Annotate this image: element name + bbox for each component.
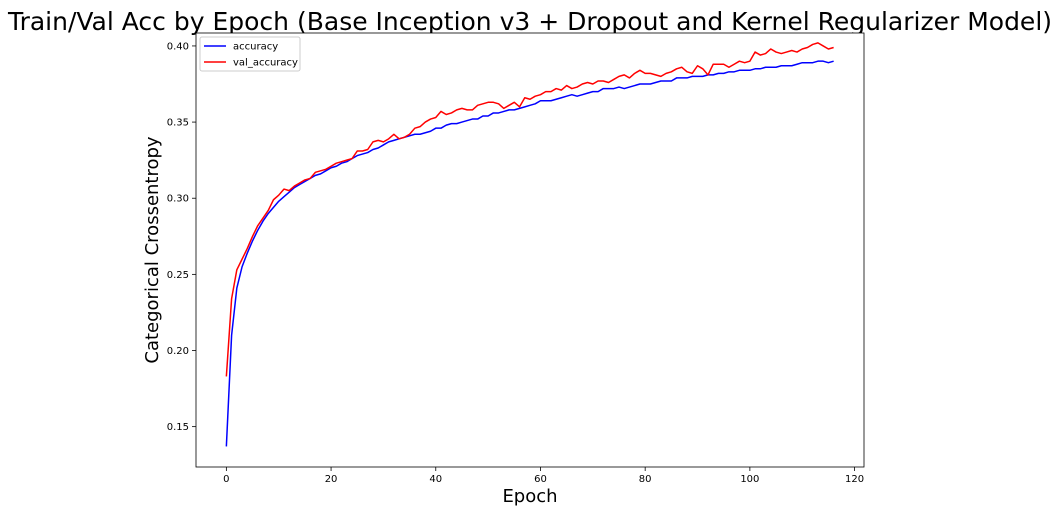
legend: accuracy val_accuracy [199, 36, 301, 72]
series-lines [225, 42, 834, 447]
x-tick-label: 80 [639, 474, 652, 485]
legend-label-val-accuracy: val_accuracy [233, 58, 298, 69]
y-tick-label: 0.20 [167, 346, 189, 357]
chart-title: Train/Val Acc by Epoch (Base Inception v… [7, 7, 1052, 36]
x-tick-label: 0 [223, 474, 229, 485]
y-tick-label: 0.30 [167, 194, 189, 205]
y-tick-label: 0.40 [167, 41, 189, 52]
y-axis-ticks: 0.15 0.20 0.25 0.30 0.35 0.40 [167, 41, 196, 433]
y-tick-label: 0.15 [167, 422, 189, 433]
plot-area [196, 33, 864, 467]
x-tick-label: 60 [534, 474, 547, 485]
plot-frame [195, 32, 865, 468]
x-tick-label: 20 [325, 474, 338, 485]
series-line-accuracy [225, 60, 834, 447]
y-tick-label: 0.35 [167, 118, 189, 129]
x-tick-label: 40 [429, 474, 442, 485]
legend-label-accuracy: accuracy [233, 42, 278, 53]
y-axis-label: Categorical Crossentropy [142, 136, 163, 364]
series-line-val-accuracy [225, 42, 834, 377]
y-tick-label: 0.25 [167, 270, 189, 281]
x-tick-label: 120 [845, 474, 864, 485]
x-tick-label: 100 [740, 474, 759, 485]
x-axis-label: Epoch [502, 486, 557, 507]
x-axis-ticks: 0 20 40 60 80 100 120 [223, 467, 864, 485]
